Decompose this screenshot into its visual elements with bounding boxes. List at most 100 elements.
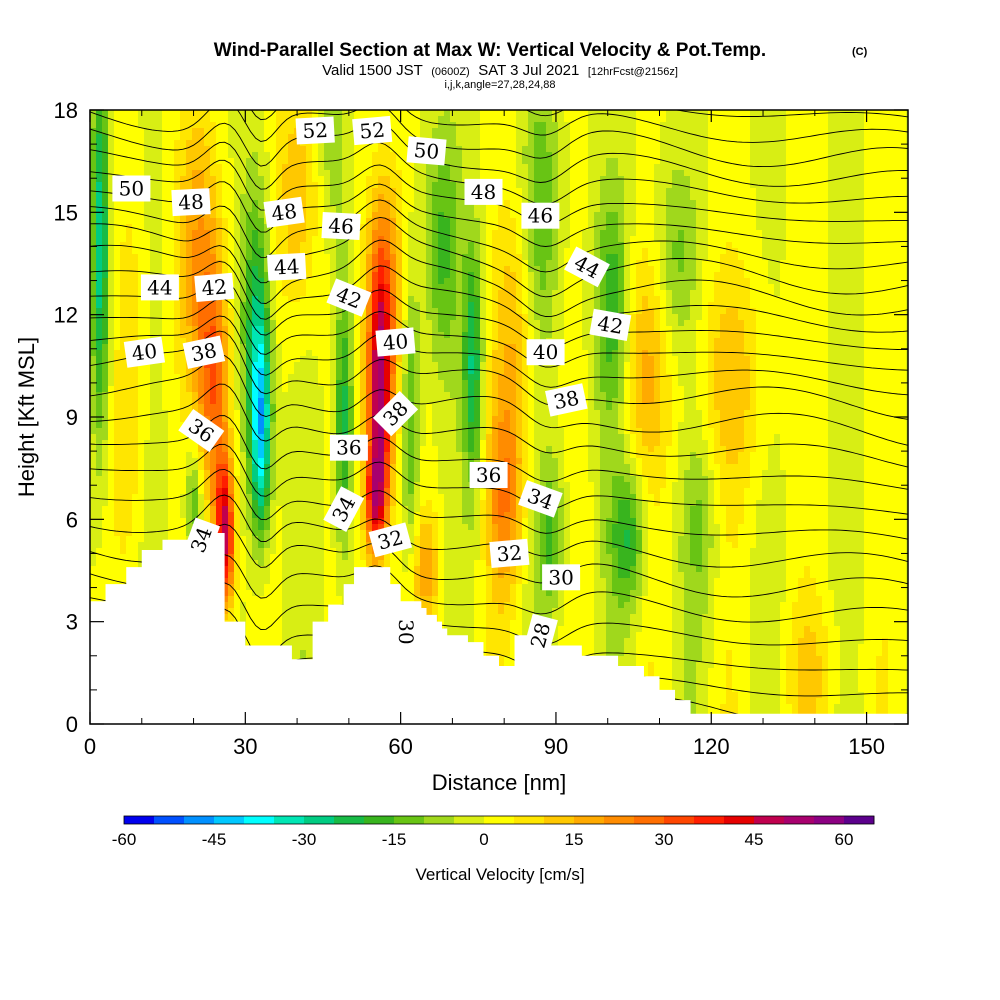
velocity-cell xyxy=(354,548,361,555)
velocity-cell xyxy=(114,530,121,537)
velocity-cell xyxy=(318,590,325,597)
velocity-cell xyxy=(246,554,253,561)
velocity-cell xyxy=(132,128,139,135)
velocity-cell xyxy=(330,314,337,321)
velocity-cell xyxy=(306,260,313,267)
velocity-cell xyxy=(336,206,343,213)
velocity-cell xyxy=(180,446,187,453)
velocity-cell xyxy=(144,152,151,159)
velocity-cell xyxy=(336,134,343,141)
velocity-cell xyxy=(252,146,259,153)
velocity-cell xyxy=(216,266,223,273)
velocity-cell xyxy=(192,446,199,453)
velocity-cell xyxy=(204,380,211,387)
velocity-cell xyxy=(222,350,229,357)
velocity-cell xyxy=(240,146,247,153)
velocity-cell xyxy=(336,308,343,315)
velocity-cell xyxy=(312,410,319,417)
velocity-cell xyxy=(216,326,223,333)
velocity-cell xyxy=(150,308,157,315)
velocity-cell xyxy=(108,122,115,129)
velocity-cell xyxy=(150,392,157,399)
velocity-cell xyxy=(108,194,115,201)
velocity-cell xyxy=(276,440,283,447)
velocity-cell xyxy=(156,224,163,231)
velocity-cell xyxy=(210,488,217,495)
velocity-cell xyxy=(372,410,379,417)
velocity-cell xyxy=(210,506,217,513)
velocity-cell xyxy=(174,134,181,141)
velocity-cell xyxy=(210,128,217,135)
velocity-cell xyxy=(264,284,271,291)
velocity-cell xyxy=(216,488,223,495)
velocity-cell xyxy=(126,428,133,435)
velocity-cell xyxy=(114,356,121,363)
velocity-cell xyxy=(168,242,175,249)
velocity-cell xyxy=(330,374,337,381)
velocity-cell xyxy=(96,338,103,345)
velocity-cell xyxy=(252,284,259,291)
velocity-cell xyxy=(228,332,235,339)
velocity-cell xyxy=(144,434,151,441)
velocity-cell xyxy=(174,248,181,255)
velocity-cell xyxy=(246,266,253,273)
velocity-cell xyxy=(198,242,205,249)
velocity-cell xyxy=(126,296,133,303)
velocity-cell xyxy=(192,482,199,489)
velocity-cell xyxy=(306,458,313,465)
velocity-cell xyxy=(312,524,319,531)
velocity-cell xyxy=(156,236,163,243)
velocity-cell xyxy=(246,218,253,225)
velocity-cell xyxy=(342,248,349,255)
velocity-cell xyxy=(354,416,361,423)
velocity-cell xyxy=(372,374,379,381)
velocity-cell xyxy=(372,194,379,201)
velocity-cell xyxy=(372,464,379,471)
velocity-cell xyxy=(156,482,163,489)
velocity-cell xyxy=(300,374,307,381)
velocity-cell xyxy=(360,524,367,531)
velocity-cell xyxy=(300,248,307,255)
velocity-cell xyxy=(96,332,103,339)
velocity-cell xyxy=(282,392,289,399)
velocity-cell xyxy=(330,470,337,477)
velocity-cell xyxy=(198,146,205,153)
velocity-cell xyxy=(306,272,313,279)
velocity-cell xyxy=(348,344,355,351)
velocity-cell xyxy=(114,320,121,327)
velocity-cell xyxy=(288,284,295,291)
velocity-cell xyxy=(90,290,97,297)
velocity-cell xyxy=(150,116,157,123)
velocity-cell xyxy=(282,308,289,315)
velocity-cell xyxy=(342,266,349,273)
velocity-cell xyxy=(228,260,235,267)
velocity-cell xyxy=(318,494,325,501)
velocity-cell xyxy=(330,386,337,393)
velocity-cell xyxy=(90,164,97,171)
velocity-cell xyxy=(126,302,133,309)
velocity-cell xyxy=(294,446,301,453)
velocity-cell xyxy=(240,566,247,573)
velocity-cell xyxy=(102,440,109,447)
velocity-cell xyxy=(102,572,109,579)
velocity-cell xyxy=(120,290,127,297)
velocity-cell xyxy=(246,308,253,315)
velocity-cell xyxy=(114,284,121,291)
velocity-cell xyxy=(312,266,319,273)
velocity-cell xyxy=(90,434,97,441)
velocity-cell xyxy=(270,428,277,435)
velocity-cell xyxy=(156,458,163,465)
velocity-cell xyxy=(306,182,313,189)
velocity-cell xyxy=(210,116,217,123)
velocity-cell xyxy=(234,134,241,141)
velocity-cell xyxy=(270,356,277,363)
velocity-cell xyxy=(126,530,133,537)
velocity-cell xyxy=(294,410,301,417)
velocity-cell xyxy=(192,302,199,309)
velocity-cell xyxy=(204,500,211,507)
velocity-cell xyxy=(174,326,181,333)
velocity-cell xyxy=(264,302,271,309)
velocity-cell xyxy=(168,434,175,441)
velocity-cell xyxy=(318,338,325,345)
velocity-cell xyxy=(264,620,271,627)
